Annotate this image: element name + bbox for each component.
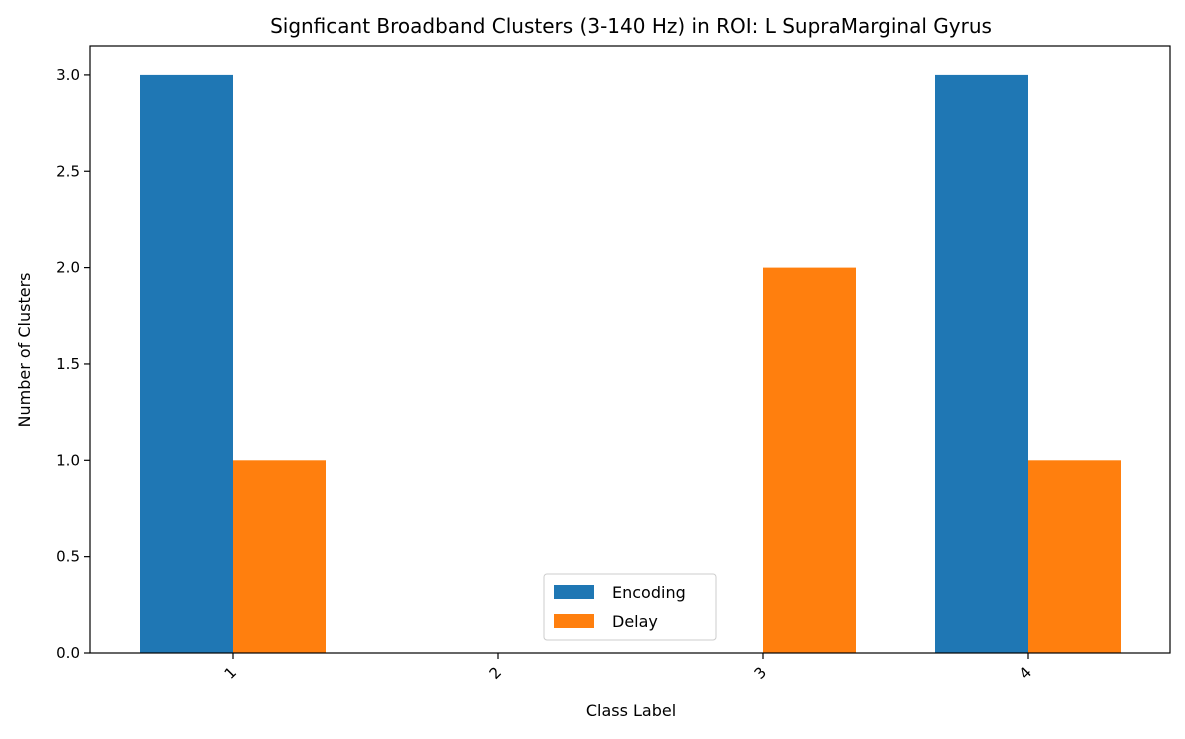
legend: Encoding Delay [543, 573, 717, 641]
plot-area: 0.0 0.5 1.0 1.5 2.0 2.5 3.0 1 2 3 4 [56, 45, 1171, 683]
x-axis-label: Class Label [586, 701, 676, 720]
y-tick-label: 3.0 [56, 66, 80, 84]
legend-label-encoding: Encoding [612, 583, 686, 602]
legend-swatch-delay [554, 614, 594, 628]
x-tick-label: 4 [1016, 663, 1035, 682]
y-axis-label: Number of Clusters [15, 273, 34, 428]
y-tick-label: 0.5 [56, 548, 80, 566]
y-tick-label: 1.0 [56, 451, 80, 469]
y-tick-label: 1.5 [56, 355, 80, 373]
bar-delay-1 [233, 460, 326, 653]
legend-label-delay: Delay [612, 612, 658, 631]
bar-delay-3 [763, 267, 856, 653]
x-tick-label: 1 [221, 663, 240, 682]
bar-encoding-1 [140, 74, 233, 653]
chart-title: Signficant Broadband Clusters (3-140 Hz)… [270, 14, 992, 38]
bar-delay-4 [1028, 460, 1121, 653]
x-tick-label: 3 [751, 663, 770, 682]
axes-frame [89, 45, 1171, 654]
y-tick-label: 0.0 [56, 644, 80, 662]
x-tick-label: 2 [486, 663, 505, 682]
y-tick-label: 2.0 [56, 259, 80, 277]
y-tick-label: 2.5 [56, 162, 80, 180]
bar-encoding-4 [935, 74, 1028, 653]
legend-swatch-encoding [554, 585, 594, 599]
